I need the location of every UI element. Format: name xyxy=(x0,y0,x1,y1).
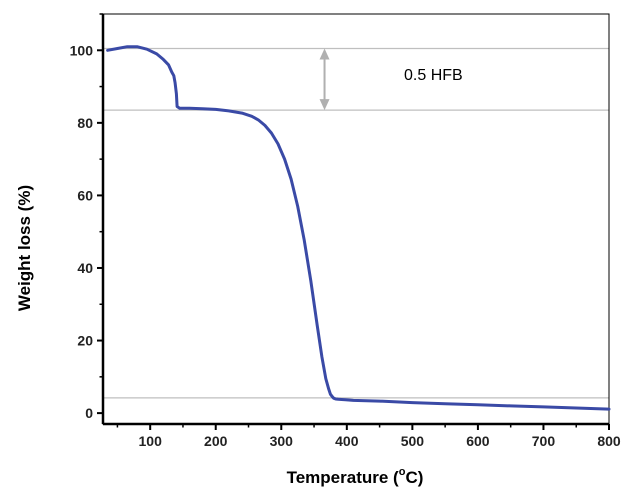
y-tick-label: 40 xyxy=(77,260,93,276)
x-tick-label: 400 xyxy=(335,433,359,449)
plot-frame xyxy=(102,13,610,425)
y-tick-label: 20 xyxy=(77,333,93,349)
reference-lines xyxy=(103,47,609,399)
annotation-label: 0.5 HFB xyxy=(404,67,463,84)
y-axis: 0 20 40 60 80 100 xyxy=(70,13,105,424)
x-axis: 100 200 300 400 500 600 700 800 xyxy=(103,422,621,449)
annotation-arrow-head-down xyxy=(319,99,330,111)
annotation-arrow-head-up xyxy=(319,48,330,60)
annotation-arrow xyxy=(319,48,330,111)
weight-loss-curve xyxy=(106,45,611,411)
y-tick-label: 80 xyxy=(77,115,93,131)
x-axis-title-unit: C) xyxy=(405,468,423,487)
x-tick-label: 100 xyxy=(139,433,163,449)
y-axis-title: Weight loss (%) xyxy=(15,185,34,311)
x-axis-title: Temperature (oC) xyxy=(287,466,424,487)
x-axis-title-main: Temperature ( xyxy=(287,468,399,487)
x-tick-label: 700 xyxy=(532,433,556,449)
y-tick-label: 100 xyxy=(70,42,94,58)
x-tick-label: 200 xyxy=(204,433,228,449)
x-tick-label: 500 xyxy=(401,433,425,449)
x-tick-label: 800 xyxy=(597,433,621,449)
x-axis-title-degree: o xyxy=(399,466,406,478)
y-tick-label: 0 xyxy=(85,405,93,421)
y-tick-label: 60 xyxy=(77,187,93,203)
x-tick-label: 600 xyxy=(466,433,490,449)
plot-border xyxy=(102,13,610,425)
x-tick-label: 300 xyxy=(270,433,294,449)
